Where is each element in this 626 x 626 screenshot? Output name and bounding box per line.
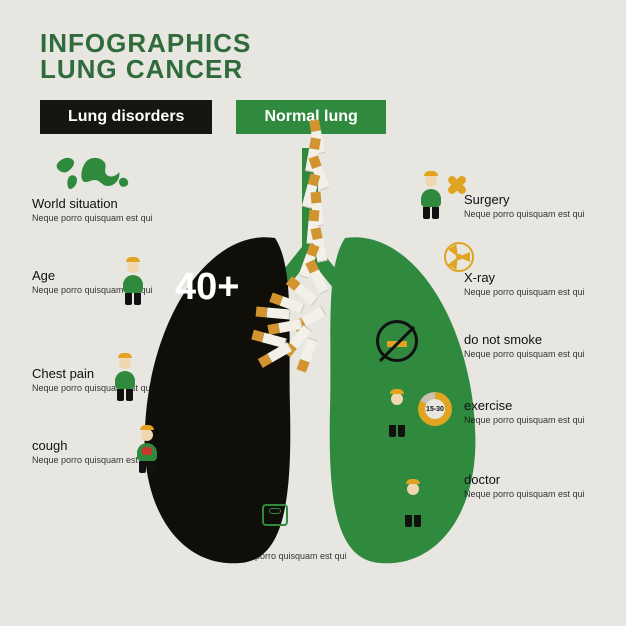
- item-body: Neque porro quisquam est qui: [464, 489, 626, 500]
- person-icon: [134, 424, 160, 473]
- item-body: Neque porro quisquam est qui: [464, 209, 626, 220]
- title-block: INFOGRAPHICS LUNG CANCER: [40, 30, 251, 82]
- item-weight: weight Neque porro quisquam est qui: [226, 534, 396, 562]
- title-line-2: LUNG CANCER: [40, 56, 251, 82]
- tab-lung-disorders: Lung disorders: [40, 100, 212, 134]
- exercise-gauge-icon: 15-30: [418, 392, 452, 426]
- scale-icon: [262, 504, 288, 526]
- item-label: Age: [32, 268, 202, 283]
- item-label: X-ray: [464, 270, 626, 285]
- item-age: Age Neque porro quisquam est qui: [32, 268, 202, 296]
- item-cough: cough Neque porro quisquam est qui: [32, 438, 202, 466]
- world-map-icon: [52, 152, 132, 197]
- surgery-icon: [418, 170, 458, 224]
- person-icon: [400, 478, 426, 527]
- item-xray: X-ray Neque porro quisquam est qui: [464, 270, 626, 298]
- item-label: cough: [32, 438, 202, 453]
- item-exercise: exercise Neque porro quisquam est qui: [464, 398, 626, 426]
- item-body: Neque porro quisquam est qui: [32, 213, 202, 224]
- item-label: Surgery: [464, 192, 626, 207]
- no-smoking-icon: [376, 320, 418, 362]
- item-body: Neque porro quisquam est qui: [32, 455, 202, 466]
- radiation-icon: [444, 242, 474, 272]
- item-world: World situation Neque porro quisquam est …: [32, 196, 202, 224]
- person-icon: [120, 256, 146, 305]
- item-label: do not smoke: [464, 332, 626, 347]
- item-body: Neque porro quisquam est qui: [226, 551, 396, 562]
- tabs: Lung disorders Normal lung: [40, 100, 386, 134]
- item-body: Neque porro quisquam est qui: [464, 287, 626, 298]
- item-surgery: Surgery Neque porro quisquam est qui: [464, 192, 626, 220]
- item-label: weight: [226, 534, 396, 549]
- item-label: World situation: [32, 196, 202, 211]
- person-icon: [112, 352, 138, 401]
- item-doctor: doctor Neque porro quisquam est qui: [464, 472, 626, 500]
- item-label: exercise: [464, 398, 626, 413]
- item-nosmoke: do not smoke Neque porro quisquam est qui: [464, 332, 626, 360]
- item-body: Neque porro quisquam est qui: [464, 415, 626, 426]
- item-body: Neque porro quisquam est qui: [32, 285, 202, 296]
- item-body: Neque porro quisquam est qui: [464, 349, 626, 360]
- title-line-1: INFOGRAPHICS: [40, 30, 251, 56]
- item-label: doctor: [464, 472, 626, 487]
